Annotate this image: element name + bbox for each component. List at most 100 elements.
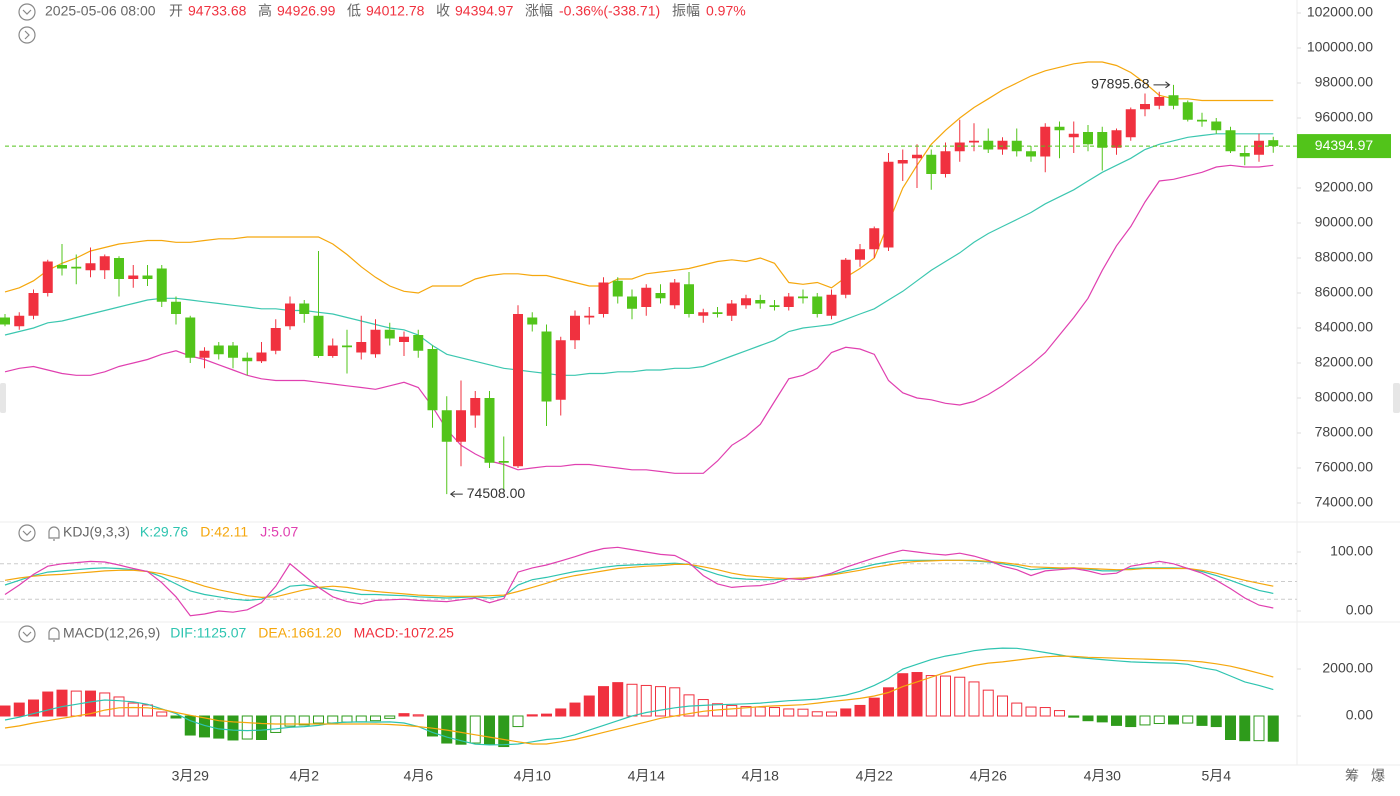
candle-body: [242, 357, 253, 362]
bell-icon[interactable]: [48, 627, 60, 642]
candle-body: [983, 140, 994, 150]
macd-bar: [13, 702, 25, 717]
macd-bar: [697, 699, 709, 717]
candle-body: [256, 352, 267, 362]
candle-body: [1026, 151, 1036, 157]
candle-body: [912, 154, 922, 159]
indicator-title: MACD(12,26,9): [63, 625, 160, 641]
candle-body: [926, 154, 937, 174]
candle-body: [413, 335, 424, 351]
side-tab[interactable]: [1393, 383, 1400, 413]
collapse-icon[interactable]: [18, 3, 36, 21]
candle-body: [441, 410, 452, 442]
macd-bar: [156, 711, 168, 717]
legend-entry: D:42.11: [200, 524, 248, 540]
candle-body: [57, 265, 67, 269]
header-value: 94926.99: [277, 3, 336, 19]
macd-bar: [370, 715, 381, 722]
candle-body: [384, 329, 395, 339]
macd-bar: [384, 715, 396, 719]
bell-icon[interactable]: [48, 526, 60, 541]
y-tick-label: 76000.00: [1315, 459, 1374, 475]
collapse-icon[interactable]: [18, 625, 36, 643]
chevron: [22, 631, 32, 637]
macd-bar: [1196, 715, 1208, 726]
last-price-label: 94394.97: [1315, 137, 1374, 153]
header-value: 94733.68: [188, 3, 247, 19]
candle-body: [199, 350, 210, 358]
expand-icon[interactable]: [18, 26, 36, 44]
legend-entry: DIF:1125.07: [170, 625, 246, 641]
side-tab[interactable]: [0, 383, 6, 413]
macd-bar: [612, 682, 624, 717]
candle-body: [1168, 95, 1179, 106]
header-value: 94012.78: [366, 3, 425, 19]
header-label: 振幅: [672, 3, 700, 19]
candle-body: [213, 345, 224, 355]
y-tick-label: 102000.00: [1307, 4, 1373, 20]
macd-bar: [669, 687, 681, 717]
chevron: [22, 9, 32, 15]
max-arrow: [1153, 81, 1171, 89]
macd-bar: [113, 696, 125, 717]
candle-body: [1125, 109, 1136, 138]
header-label: 开: [169, 3, 183, 19]
candle-body: [1268, 140, 1279, 147]
header-label: 涨幅: [525, 3, 553, 19]
candle-body: [228, 345, 238, 358]
macd-bar: [1082, 715, 1094, 722]
macd-bar: [1225, 715, 1236, 740]
header-value: -0.36%(-338.71): [559, 3, 660, 19]
y-tick-label: 74000.00: [1315, 494, 1374, 510]
macd-bar: [854, 704, 866, 717]
indicator-line: [4, 647, 1274, 746]
macd-bar: [1239, 715, 1251, 742]
macd-bar: [925, 675, 937, 717]
macd-bar: [355, 715, 367, 723]
candle-body: [513, 314, 523, 467]
candle-body: [897, 160, 908, 164]
last-price-box: [1297, 134, 1391, 159]
x-tick-label: 4月10: [514, 768, 552, 784]
macd-bar: [56, 689, 68, 717]
legend-entry: K:29.76: [140, 524, 188, 540]
macd-bar: [897, 673, 909, 717]
candle-body: [783, 296, 794, 307]
macd-bar: [1125, 715, 1137, 728]
macd-bar: [213, 715, 225, 739]
toolbar-item[interactable]: 爆: [1371, 768, 1385, 784]
candle-body: [612, 280, 623, 297]
candle-body: [356, 342, 367, 353]
candle-body: [1211, 121, 1222, 131]
candle-body: [940, 151, 951, 174]
macd-bar: [512, 715, 524, 728]
x-tick-label: 4月6: [403, 768, 433, 784]
candle-body: [798, 296, 808, 299]
candle-body: [684, 284, 694, 314]
candle-body: [1182, 102, 1193, 120]
collapse-icon[interactable]: [18, 524, 36, 542]
candle-body: [883, 161, 894, 248]
candle-body: [1254, 140, 1264, 155]
legend-entry: DEA:1661.20: [258, 625, 341, 641]
candle-body: [1111, 130, 1122, 148]
candle-body: [156, 268, 167, 302]
candle-body: [570, 315, 580, 341]
macd-bar: [840, 708, 852, 717]
y-tick-label: 100000.00: [1307, 39, 1373, 55]
macd-bar: [28, 699, 39, 717]
y-tick-label: 78000.00: [1315, 424, 1374, 440]
macd-bar: [911, 672, 923, 717]
header-label: 低: [347, 3, 361, 19]
macd-bar: [170, 715, 182, 719]
candle-body: [840, 259, 851, 295]
candle-body: [755, 300, 766, 304]
y-tick-label: 88000.00: [1315, 249, 1374, 265]
macd-bar: [883, 687, 894, 717]
toolbar-item[interactable]: 筹: [1345, 768, 1359, 784]
macd-bar: [826, 711, 837, 717]
candle-body: [527, 317, 538, 325]
x-tick-label: 4月2: [289, 768, 319, 784]
macd-bar: [783, 708, 795, 717]
candle-body: [14, 315, 25, 327]
